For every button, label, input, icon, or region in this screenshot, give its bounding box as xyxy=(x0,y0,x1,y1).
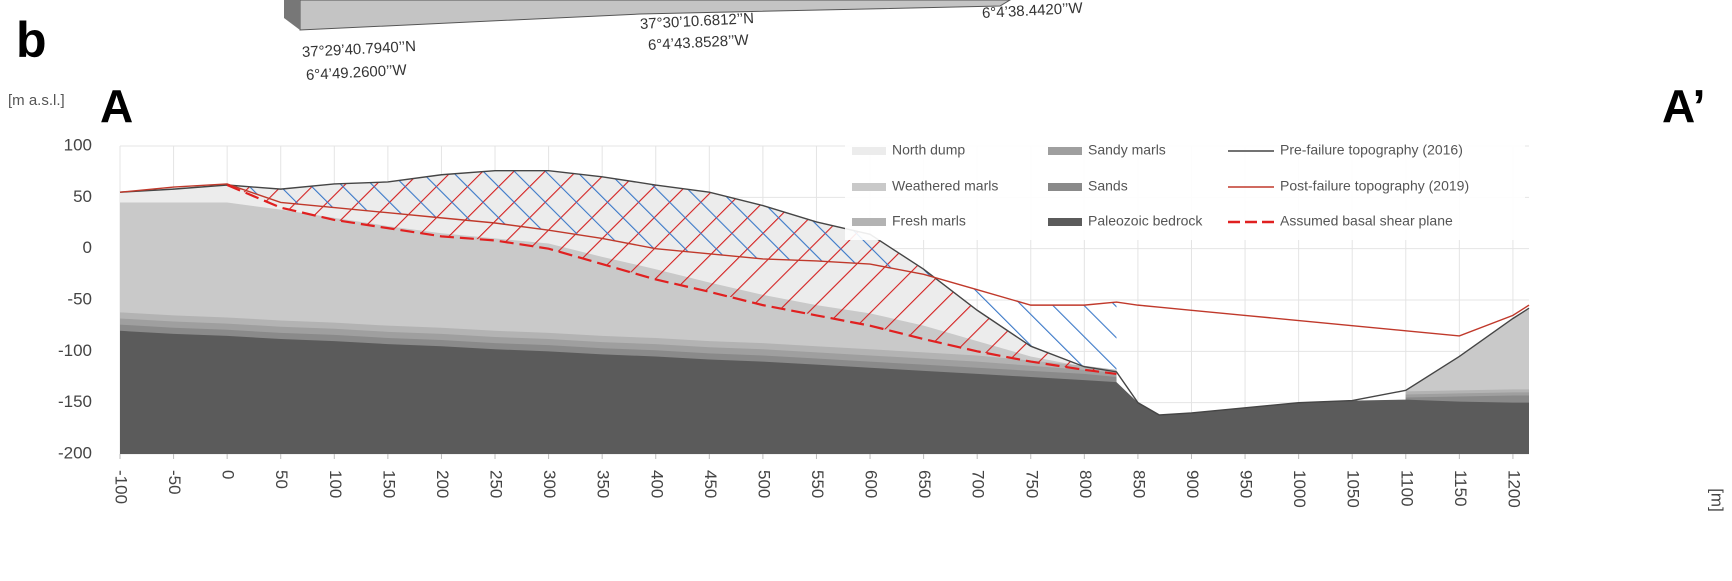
x-axis-label: [m] xyxy=(1708,488,1727,512)
chart: b [m a.s.l.] A A’ 37°29’40.7940’’N 6°4’4… xyxy=(0,0,1732,581)
x-tick-label: 1050 xyxy=(1344,470,1363,508)
x-tick-label: 850 xyxy=(1129,470,1148,498)
x-tick-label: 150 xyxy=(379,470,398,498)
y-tick-label: 100 xyxy=(64,135,92,154)
x-tick-label: 550 xyxy=(808,470,827,498)
x-tick-label: 50 xyxy=(272,470,291,489)
legend-label: Fresh marls xyxy=(892,213,966,229)
legend-swatch xyxy=(852,147,886,155)
x-tick-label: 950 xyxy=(1237,470,1256,498)
coordinate-label: 6°4’43.8528’’W xyxy=(648,32,750,54)
x-tick-label: 700 xyxy=(969,470,988,498)
block-side xyxy=(284,0,300,30)
legend-label: Pre-failure topography (2016) xyxy=(1280,142,1463,158)
legend-label: Weathered marls xyxy=(892,178,998,194)
section-end-label: A’ xyxy=(1662,80,1705,132)
x-tick-label: 750 xyxy=(1022,470,1041,498)
legend-swatch xyxy=(1048,183,1082,191)
legend-label: Sandy marls xyxy=(1088,142,1166,158)
legend: North dump Weathered marls Fresh marls Sand… xyxy=(845,136,1525,240)
coordinate-label: 6°4’38.4420’’W xyxy=(982,0,1084,22)
legend-swatch xyxy=(1048,147,1082,155)
x-tick-label: 1200 xyxy=(1504,470,1523,508)
x-tick-label: 350 xyxy=(594,470,613,498)
coordinate-label: 37°29’40.7940’’N xyxy=(302,38,417,61)
x-tick-label: -50 xyxy=(165,470,184,495)
legend-swatch xyxy=(852,218,886,226)
legend-swatch xyxy=(852,183,886,191)
x-tick-label: 1100 xyxy=(1397,470,1416,507)
x-tick-label: 1000 xyxy=(1290,470,1309,508)
x-tick-label: -100 xyxy=(112,470,131,504)
x-tick-label: 900 xyxy=(1183,470,1202,498)
x-tick-label: 650 xyxy=(915,470,934,498)
legend-label: North dump xyxy=(892,142,965,158)
x-tick-label: 250 xyxy=(487,470,506,498)
y-tick-label: -150 xyxy=(58,392,92,411)
x-tick-label: 1150 xyxy=(1451,470,1470,507)
legend-swatch xyxy=(1048,218,1082,226)
x-tick-label: 200 xyxy=(433,470,452,498)
x-tick-label: 100 xyxy=(326,470,345,498)
y-tick-label: -100 xyxy=(58,341,92,360)
y-tick-label: 50 xyxy=(73,187,92,206)
x-tick-label: 450 xyxy=(701,470,720,498)
legend-label: Paleozoic bedrock xyxy=(1088,213,1203,229)
x-tick-label: 0 xyxy=(219,470,238,479)
y-axis-label: [m a.s.l.] xyxy=(8,92,65,109)
y-tick-label: -50 xyxy=(67,289,92,308)
section-start-label: A xyxy=(100,80,133,132)
x-tick-label: 400 xyxy=(647,470,666,498)
legend-label: Assumed basal shear plane xyxy=(1280,213,1453,229)
panel-label: b xyxy=(16,12,47,68)
x-tick-label: 300 xyxy=(540,470,559,498)
coordinate-label: 6°4’49.2600’’W xyxy=(306,62,408,84)
y-tick-label: 0 xyxy=(83,238,92,257)
legend-label: Sands xyxy=(1088,178,1128,194)
legend-label: Post-failure topography (2019) xyxy=(1280,178,1469,194)
x-tick-label: 500 xyxy=(754,470,773,498)
y-tick-label: -200 xyxy=(58,443,92,462)
x-tick-label: 800 xyxy=(1076,470,1095,498)
x-tick-label: 600 xyxy=(862,470,881,498)
page: {"chart_data": { "type": "area", "panel_… xyxy=(0,0,1732,581)
